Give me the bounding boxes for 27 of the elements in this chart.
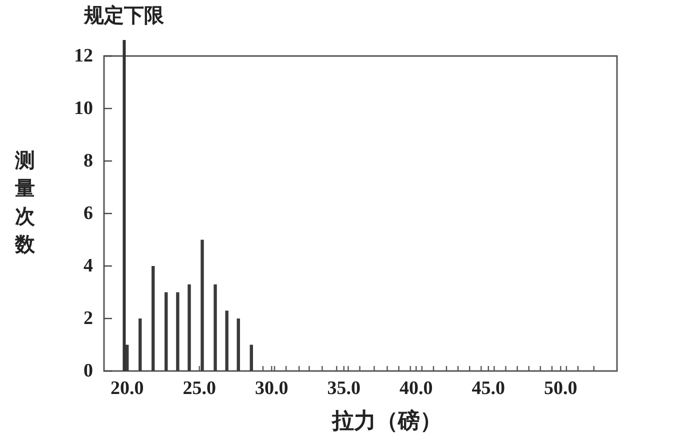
bar [214,284,217,371]
bar [152,266,155,371]
y-tick-label: 6 [84,203,93,224]
bar [176,292,180,371]
x-title: 拉力（磅） [332,408,442,433]
x-tick-label: 25.0 [182,378,216,399]
bar [236,318,240,371]
x-tick-label: 40.0 [400,378,433,399]
bar [164,292,168,371]
y-tick-label: 12 [74,46,93,66]
y-tick-label: 8 [84,150,93,172]
y-title: 测量次数 [15,150,35,256]
y-tick-label: 10 [74,98,93,119]
bar [188,284,191,371]
y-tick-label: 0 [84,360,93,382]
bar [200,240,204,371]
y-tick-label: 4 [84,256,94,276]
y-tick-label: 2 [84,308,93,329]
x-tick-label: 30.0 [255,378,288,399]
bar [250,344,253,371]
x-tick-label: 20.0 [110,378,144,399]
ref-line-label: 规定下限 [83,4,166,27]
x-tick-label: 35.0 [327,378,361,399]
x-tick-label: 45.0 [472,378,506,399]
bar [225,310,228,371]
x-tick-label: 50.0 [544,378,578,399]
bar [138,318,142,371]
